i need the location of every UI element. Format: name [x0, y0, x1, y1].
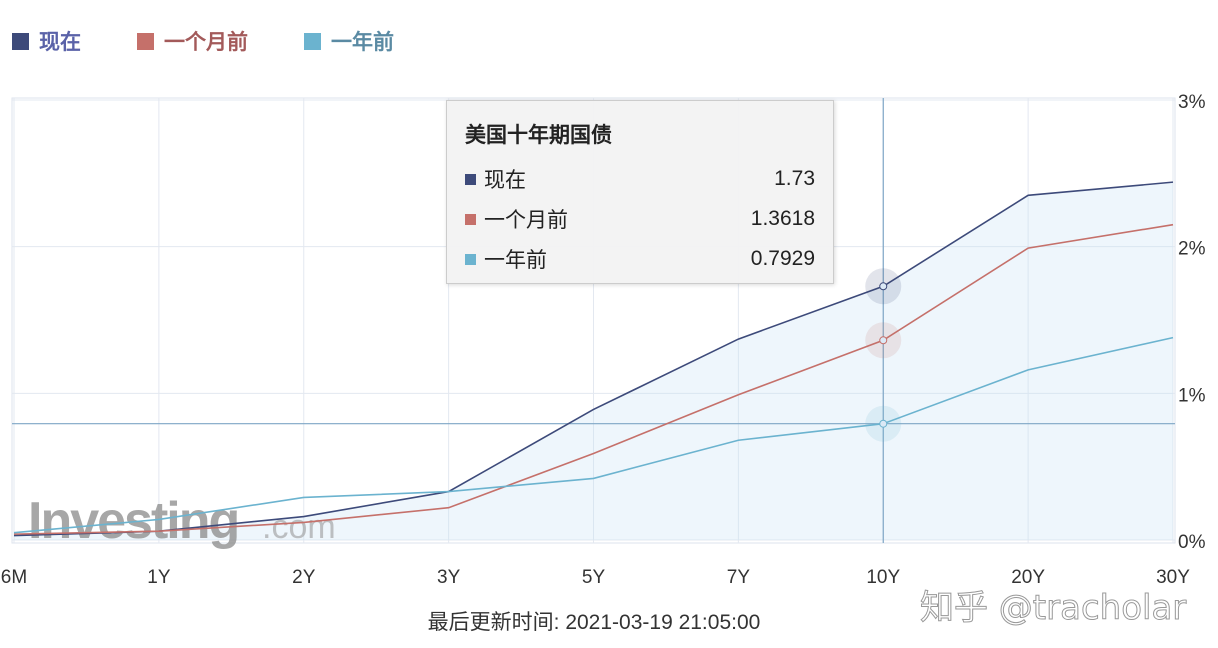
- data-point: [879, 419, 888, 428]
- data-point: [879, 282, 888, 291]
- legend-swatch: [304, 32, 321, 50]
- tooltip-title: 美国十年期国债: [465, 124, 612, 147]
- series-line: [13, 223, 1174, 535]
- x-tick-label: 5Y: [582, 567, 606, 588]
- tooltip-row: 现在 1.73: [465, 159, 815, 199]
- x-tick-label: 6M: [1, 567, 27, 588]
- legend-swatch: [12, 32, 29, 50]
- tooltip-swatch: [465, 213, 476, 225]
- data-point: [879, 336, 888, 345]
- investing-logo-suffix: .com: [262, 508, 336, 546]
- x-tick-label: 20Y: [1011, 567, 1045, 588]
- series-line: [13, 336, 1174, 534]
- tooltip-swatch: [465, 253, 476, 265]
- tooltip-label: 现在: [484, 169, 526, 192]
- legend-label: 一个月前: [164, 31, 248, 54]
- legend-label: 一年前: [331, 31, 394, 54]
- tooltip-value: 1.3618: [750, 207, 815, 230]
- tooltip-label: 一个月前: [484, 209, 568, 232]
- y-tick-label: 3%: [1178, 92, 1206, 113]
- x-tick-label: 10Y: [866, 567, 900, 588]
- x-tick-label: 7Y: [727, 567, 751, 588]
- credit-watermark: 知乎 @tracholar: [919, 588, 1187, 629]
- y-tick-label: 1%: [1178, 385, 1206, 406]
- tooltip-swatch: [465, 173, 476, 185]
- tooltip-label: 一年前: [484, 249, 547, 272]
- legend-item-now[interactable]: 现在: [12, 26, 81, 56]
- y-tick-label: 0%: [1178, 532, 1206, 553]
- tooltip: 美国十年期国债 现在 1.73 一个月前 1.3618 一年前 0.7929: [446, 100, 834, 284]
- x-tick-label: 1Y: [147, 567, 171, 588]
- legend-label: 现在: [39, 31, 81, 54]
- x-tick-label: 3Y: [437, 567, 461, 588]
- y-tick-label: 2%: [1178, 239, 1206, 260]
- legend-item-year-ago[interactable]: 一年前: [304, 26, 394, 56]
- tooltip-value: 1.73: [774, 167, 815, 190]
- legend-swatch: [137, 32, 154, 50]
- series-line: [13, 181, 1174, 537]
- tooltip-value: 0.7929: [750, 247, 815, 270]
- x-tick-label: 30Y: [1156, 567, 1190, 588]
- legend: 现在 一个月前 一年前: [12, 26, 450, 56]
- tooltip-row: 一个月前 1.3618: [465, 199, 815, 239]
- x-tick-label: 2Y: [292, 567, 316, 588]
- legend-item-month-ago[interactable]: 一个月前: [137, 26, 248, 56]
- investing-logo: Investing: [28, 492, 238, 550]
- last-updated: 最后更新时间: 2021-03-19 21:05:00: [427, 611, 761, 634]
- tooltip-row: 一年前 0.7929: [465, 239, 815, 279]
